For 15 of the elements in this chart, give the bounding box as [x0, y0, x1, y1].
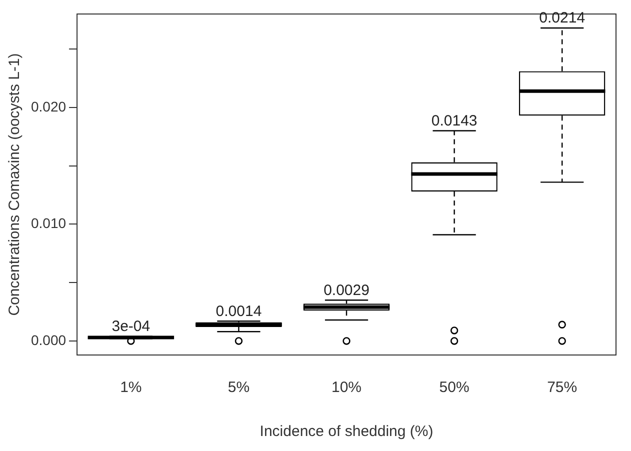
- annotation: 0.0143: [431, 112, 478, 130]
- x-tick-label: 1%: [120, 379, 142, 396]
- x-tick-label: 5%: [228, 379, 250, 396]
- y-tick-label: 0.020: [30, 98, 66, 114]
- annotation: 0.0214: [539, 10, 586, 27]
- y-tick-label: 0.010: [30, 215, 66, 232]
- annotation: 0.0029: [324, 282, 370, 299]
- y-axis-title: Concentrations Comaxinc (oocysts L-1): [6, 53, 24, 316]
- annotation: 3e-04: [112, 318, 150, 335]
- annotation: 0.0014: [216, 302, 262, 320]
- x-tick-label: 50%: [439, 379, 470, 396]
- y-tick-label: 0.000: [30, 332, 66, 348]
- x-tick-label: 10%: [332, 379, 362, 396]
- x-tick-label: 75%: [547, 379, 578, 396]
- x-axis-title: Incidence of shedding (%): [260, 423, 434, 440]
